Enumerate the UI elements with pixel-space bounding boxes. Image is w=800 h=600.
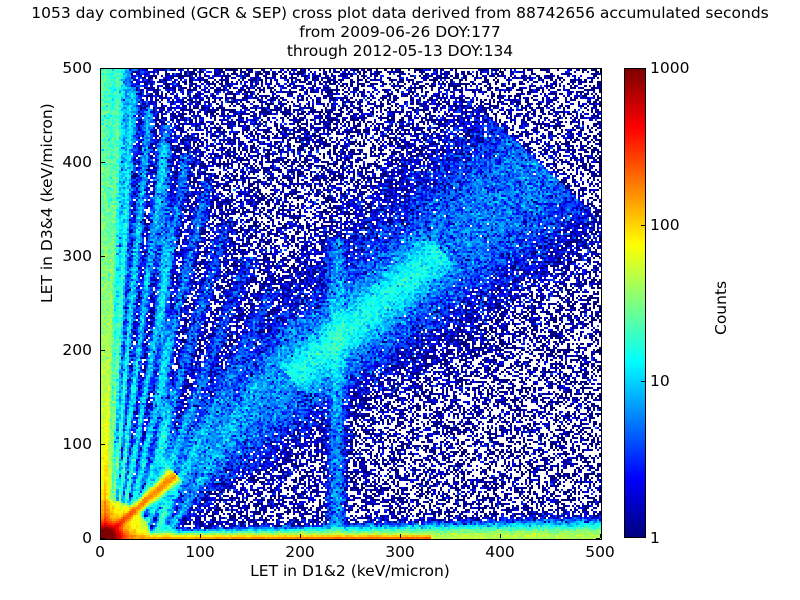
- plot-axes: [100, 68, 602, 540]
- plot-title-line-3: through 2012-05-13 DOY:134: [286, 42, 514, 60]
- y-tick-right: [596, 68, 600, 69]
- y-tick-label: 300: [62, 247, 92, 265]
- y-tick-label: 200: [62, 341, 92, 359]
- x-tick-top: [500, 69, 501, 73]
- x-tick-bottom: [300, 534, 301, 538]
- y-tick-right: [596, 350, 600, 351]
- colorbar-tick-label: 1000: [650, 59, 690, 77]
- x-tick-bottom: [100, 534, 101, 538]
- x-tick-bottom: [400, 534, 401, 538]
- x-tick-top: [300, 69, 301, 73]
- x-tick-label: 0: [95, 543, 105, 561]
- x-tick-label: 400: [485, 543, 515, 561]
- colorbar: [624, 68, 646, 538]
- plot-title-line-1: 1053 day combined (GCR & SEP) cross plot…: [31, 4, 769, 22]
- colorbar-frame: [624, 68, 646, 538]
- x-tick-label: 300: [385, 543, 415, 561]
- x-tick-bottom: [200, 534, 201, 538]
- y-tick-right: [596, 256, 600, 257]
- x-tick-label: 500: [585, 543, 615, 561]
- x-tick-bottom: [600, 534, 601, 538]
- y-tick-right: [596, 538, 600, 539]
- x-tick-label: 100: [185, 543, 215, 561]
- plot-title: 1053 day combined (GCR & SEP) cross plot…: [0, 4, 800, 61]
- colorbar-tick-label: 100: [650, 216, 680, 234]
- plot-title-line-2: from 2009-06-26 DOY:177: [299, 23, 501, 41]
- x-tick-bottom: [500, 534, 501, 538]
- colorbar-label: Counts: [712, 280, 730, 335]
- x-tick-top: [100, 69, 101, 73]
- y-tick-label: 0: [82, 529, 92, 547]
- density-heatmap: [101, 69, 601, 539]
- x-tick-label: 200: [285, 543, 315, 561]
- colorbar-tick-label: 10: [650, 372, 670, 390]
- x-axis-label: LET in D1&2 (keV/micron): [250, 562, 450, 580]
- y-tick-left: [101, 444, 105, 445]
- y-tick-left: [101, 538, 105, 539]
- y-tick-left: [101, 256, 105, 257]
- y-tick-left: [101, 162, 105, 163]
- x-tick-top: [600, 69, 601, 73]
- y-axis-label: LET in D3&4 (keV/micron): [38, 103, 56, 303]
- y-tick-right: [596, 444, 600, 445]
- x-tick-top: [400, 69, 401, 73]
- y-tick-label: 400: [62, 153, 92, 171]
- y-tick-left: [101, 68, 105, 69]
- y-tick-right: [596, 162, 600, 163]
- colorbar-tick: [641, 381, 646, 382]
- y-tick-left: [101, 350, 105, 351]
- x-tick-top: [200, 69, 201, 73]
- colorbar-tick: [641, 225, 646, 226]
- colorbar-tick-label: 1: [650, 529, 660, 547]
- y-tick-label: 100: [62, 435, 92, 453]
- y-tick-label: 500: [62, 59, 92, 77]
- colorbar-gradient: [625, 69, 645, 537]
